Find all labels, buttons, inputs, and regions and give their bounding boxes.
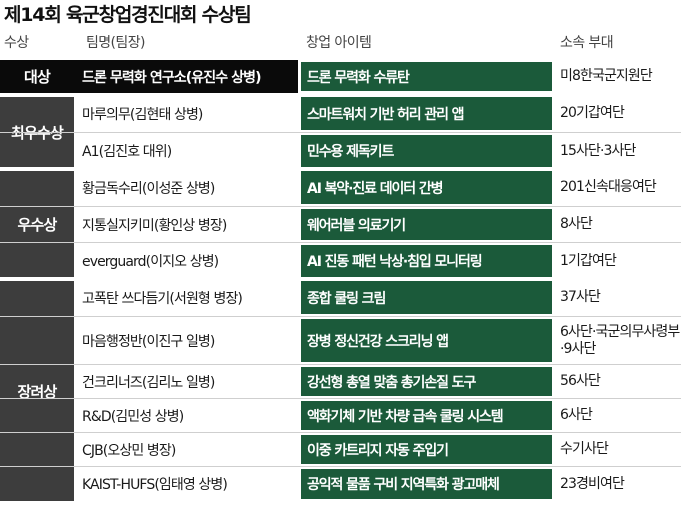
startup-idea: 종합 쿨링 크림 — [301, 281, 552, 314]
unit-name: 15사단·3사단 — [560, 142, 636, 159]
startup-idea: AI 진동 패턴 낙상·침입 모니터링 — [301, 245, 552, 277]
award-label-merit: 우수상 — [0, 171, 74, 277]
header-award: 수상 — [4, 35, 29, 51]
startup-idea: AI 복약·진료 데이터 간병 — [301, 171, 552, 204]
startup-idea: 드론 무력화 수류탄 — [301, 62, 552, 91]
header-idea: 창업 아이템 — [306, 35, 372, 51]
team-name: 마루의무(김현태 상병) — [82, 106, 203, 123]
team-name: A1(김진호 대위) — [82, 144, 172, 160]
unit-name: 6사단·국군의무사령부·9사단 — [560, 323, 680, 357]
table-row: KAIST-HUFS(임태영 상병) 공익적 물품 구비 지역특화 광고매체 2… — [0, 466, 681, 501]
unit-name: 56사단 — [560, 373, 601, 389]
unit-name: 수기사단 — [560, 441, 609, 457]
team-name: 드론 무력화 연구소(유진수 상병) — [82, 69, 262, 86]
startup-idea: 이중 카트리지 자동 주입기 — [301, 435, 552, 464]
page-title: 제14회 육군창업경진대회 수상팀 — [4, 4, 252, 26]
startup-idea: 장병 정신건강 스크리닝 앱 — [301, 319, 552, 362]
table-row: CJB(오상민 병장) 이중 카트리지 자동 주입기 수기사단 — [0, 432, 681, 466]
startup-idea: 공익적 물품 구비 지역특화 광고매체 — [301, 469, 552, 499]
unit-name: 미8한국군지원단 — [560, 68, 653, 84]
unit-name: 1기갑여단 — [560, 252, 617, 269]
team-name: 고폭탄 쓰다듬기(서원형 병장) — [82, 290, 243, 307]
team-name: everguard(이지오 상병) — [82, 254, 219, 270]
startup-idea: 스마트워치 기반 허리 관리 앱 — [301, 97, 552, 130]
startup-idea: 웨어러블 의료기기 — [301, 209, 552, 240]
unit-name: 201신속대응여단 — [560, 179, 657, 195]
table-row: 마음행정반(이진구 일병) 장병 정신건강 스크리닝 앱 6사단·국군의무사령부… — [0, 316, 681, 364]
startup-idea: 액화기체 기반 차량 급속 쿨링 시스템 — [301, 401, 552, 430]
startup-idea: 강선형 총열 맞춤 총기손질 도구 — [301, 367, 552, 396]
unit-name: 23경비여단 — [560, 475, 625, 492]
header-team: 팀명(팀장) — [86, 35, 145, 51]
unit-name: 37사단 — [560, 289, 601, 305]
award-label-grand: 대상 — [0, 60, 74, 93]
table-row: everguard(이지오 상병) AI 진동 패턴 낙상·침입 모니터링 1기… — [0, 242, 681, 279]
unit-name: 6사단 — [560, 407, 593, 423]
award-label-encouragement: 장려상 — [0, 281, 74, 501]
team-name: 지통실지키미(황인상 병장) — [82, 217, 227, 234]
table-row: 마루의무(김현태 상병) 스마트워치 기반 허리 관리 앱 20기갑여단 — [0, 95, 681, 132]
table-row: 지통실지키미(황인상 병장) 웨어러블 의료기기 8사단 — [0, 206, 681, 242]
team-name: CJB(오상민 병장) — [82, 442, 176, 459]
table-row: 건크리너즈(김리노 일병) 강선형 총열 맞춤 총기손질 도구 56사단 — [0, 364, 681, 398]
table-row: 드론 무력화 연구소(유진수 상병) 드론 무력화 수류탄 미8한국군지원단 — [0, 60, 681, 93]
unit-name: 8사단 — [560, 216, 593, 232]
table-row: A1(김진호 대위) 민수용 제독키트 15사단·3사단 — [0, 132, 681, 169]
unit-name: 20기갑여단 — [560, 105, 625, 121]
header-unit: 소속 부대 — [560, 35, 614, 51]
team-name: R&D(김민성 상병) — [82, 408, 184, 425]
table-row: R&D(김민성 상병) 액화기체 기반 차량 급속 쿨링 시스템 6사단 — [0, 398, 681, 432]
team-name: KAIST-HUFS(임태영 상병) — [82, 477, 228, 493]
team-name: 마음행정반(이진구 일병) — [82, 333, 215, 350]
startup-idea: 민수용 제독키트 — [301, 135, 552, 167]
table-row: 황금독수리(이성준 상병) AI 복약·진료 데이터 간병 201신속대응여단 — [0, 169, 681, 206]
team-name: 건크리너즈(김리노 일병) — [82, 374, 215, 391]
team-name: 황금독수리(이성준 상병) — [82, 180, 215, 197]
table-row: 고폭탄 쓰다듬기(서원형 병장) 종합 쿨링 크림 37사단 — [0, 279, 681, 316]
